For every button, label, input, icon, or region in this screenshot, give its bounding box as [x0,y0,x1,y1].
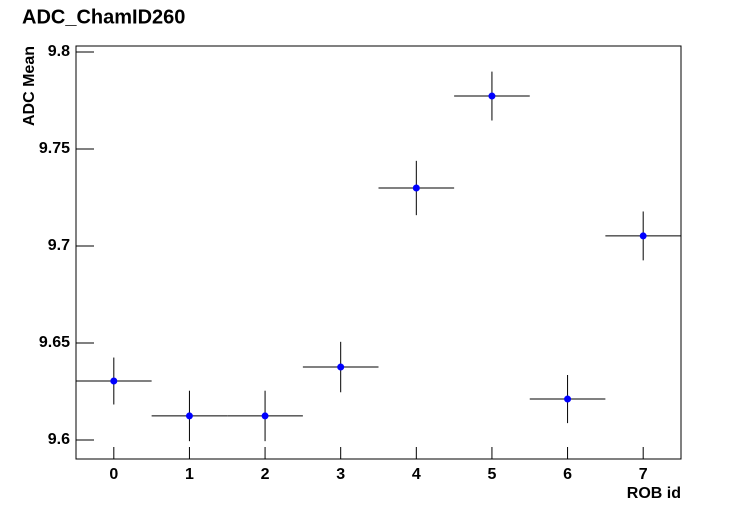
x-tick-label: 4 [412,466,421,483]
point [185,412,193,420]
x-tick-label: 5 [487,466,496,483]
y-tick-label: 9.65 [39,334,70,351]
x-tick-label: 2 [261,466,270,483]
point [488,92,496,100]
x-tick-label: 7 [639,466,648,483]
plot-frame [75,45,682,460]
x-tick-label: 1 [185,466,194,483]
point [639,232,647,240]
point [337,363,345,371]
x-tick-label: 3 [336,466,345,483]
x-tick-label: 0 [109,466,118,483]
point [564,395,572,403]
x-tick-label: 6 [563,466,572,483]
y-tick-label: 9.7 [48,237,70,254]
point [110,377,118,385]
y-tick-label: 9.8 [48,43,70,60]
y-tick-label: 9.75 [39,140,70,157]
chart-title: ADC_ChamID260 [22,6,185,28]
point [412,184,420,192]
y-tick-label: 9.6 [48,431,70,448]
x-axis-label: ROB id [627,485,681,502]
point [261,412,269,420]
y-axis-label: ADC Mean [21,46,38,126]
